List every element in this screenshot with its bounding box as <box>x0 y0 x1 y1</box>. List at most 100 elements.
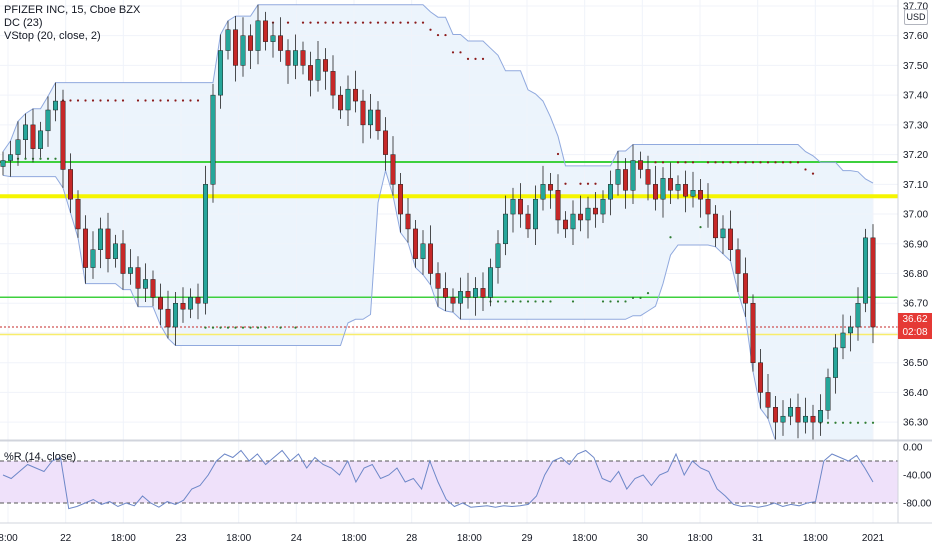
time-tick-label: 18:00 <box>341 533 366 544</box>
vstop-dot <box>294 326 297 329</box>
vstop-dot <box>39 157 42 160</box>
candle-body <box>105 228 111 259</box>
candle-body <box>428 243 433 274</box>
candle-body <box>630 160 636 191</box>
candle-body <box>473 288 478 298</box>
candle-body <box>375 109 381 132</box>
symbol-title[interactable]: PFIZER INC, 15, Cboe BZX <box>4 4 141 16</box>
candle-body <box>323 59 328 72</box>
candle-body <box>210 94 216 185</box>
vstop-dot <box>571 300 575 303</box>
vstop-dot <box>91 99 95 102</box>
vstop-dot <box>811 172 815 175</box>
candle-body <box>548 184 553 191</box>
candle-body <box>165 308 171 328</box>
vstop-dot <box>324 21 327 24</box>
candle-body <box>450 297 456 304</box>
vstop-dot <box>684 161 687 164</box>
candle-body <box>720 228 726 239</box>
time-tick-label: 22 <box>60 533 72 544</box>
candle-body <box>563 219 568 230</box>
candle-body <box>203 184 208 304</box>
candle-body <box>533 198 538 230</box>
last-price-tag: 36.62 <box>898 313 932 326</box>
vstop-dot <box>406 21 410 24</box>
price-tick-label: 37.20 <box>903 150 928 161</box>
candle-body <box>623 169 628 191</box>
candle-body <box>263 20 268 42</box>
vstop-dot <box>541 300 545 303</box>
candle-body <box>45 109 51 132</box>
vstop-dot <box>751 161 755 164</box>
candles <box>0 4 876 441</box>
price-tick-label: 37.60 <box>903 31 928 42</box>
wr-tick-label: -40.00 <box>903 471 932 482</box>
vstop-dot <box>871 421 875 424</box>
vstop-dot <box>624 300 627 303</box>
vstop-dot <box>481 57 485 60</box>
candle-body <box>23 124 28 140</box>
vstop-dot <box>421 21 425 24</box>
candle-body <box>780 415 786 423</box>
vstop-dot <box>286 21 290 24</box>
time-tick-label: 18:00 <box>572 533 597 544</box>
chart-legend: PFIZER INC, 15, Cboe BZX DC (23) VStop (… <box>4 4 140 43</box>
candle-body <box>90 249 96 268</box>
vstop-dot <box>631 296 635 299</box>
candle-body <box>758 362 763 393</box>
vstop-dot <box>166 99 170 102</box>
candle-body <box>683 184 688 197</box>
vstop-dot <box>279 326 282 329</box>
candle-body <box>653 184 658 200</box>
candle-body <box>150 279 156 298</box>
oscillator-legend[interactable]: %R (14, close) <box>4 451 76 464</box>
time-tick-label: 31 <box>752 533 764 544</box>
vstop-dot <box>586 182 590 185</box>
vstop-dot <box>699 226 702 229</box>
candle-body <box>458 291 463 304</box>
candle-body <box>525 213 531 230</box>
candle-body <box>113 243 118 259</box>
vstop-dot <box>669 236 672 239</box>
vstop-dot <box>451 51 455 54</box>
price-tick-label: 37.00 <box>903 210 928 221</box>
vstop-dot <box>676 161 680 164</box>
candle-body <box>555 190 561 221</box>
indicator-vstop-label[interactable]: VStop (20, close, 2) <box>4 30 101 42</box>
candle-body <box>503 213 508 245</box>
vstop-dot <box>781 161 785 164</box>
vstop-dot <box>99 99 102 102</box>
vstop-dot <box>826 421 830 424</box>
indicator-wr-label[interactable]: %R (14, close) <box>4 451 77 463</box>
candle-body <box>413 228 418 259</box>
candle-body <box>195 297 201 304</box>
currency-badge[interactable]: USD <box>904 9 928 25</box>
candle-body <box>795 407 801 423</box>
vstop-dot <box>616 300 620 303</box>
vstop-dot <box>316 21 320 24</box>
vstop-dot <box>84 99 87 102</box>
candle-body <box>330 71 336 96</box>
indicator-dc-label[interactable]: DC (23) <box>4 17 43 29</box>
price-tick-label: 36.90 <box>903 239 928 250</box>
vstop-dot <box>721 161 725 164</box>
vstop-dot <box>706 161 710 164</box>
candle-body <box>765 392 771 408</box>
time-tick-label: 18:00 <box>457 533 482 544</box>
vstop-dot <box>556 152 560 156</box>
price-tick-label: 36.30 <box>903 418 928 429</box>
vstop-dot <box>181 99 185 102</box>
time-tick-label: 8:00 <box>0 533 18 544</box>
donchian-fill-area <box>3 4 873 441</box>
candle-body <box>728 228 733 250</box>
candle-body <box>540 184 546 200</box>
vstop-dot <box>369 21 372 24</box>
candle-body <box>390 154 396 185</box>
candle-body <box>248 35 253 51</box>
vstop-dot <box>744 161 747 164</box>
vstop-dot <box>639 296 642 299</box>
vstop-dot <box>376 21 380 24</box>
donchian-channel-fill <box>3 4 873 441</box>
